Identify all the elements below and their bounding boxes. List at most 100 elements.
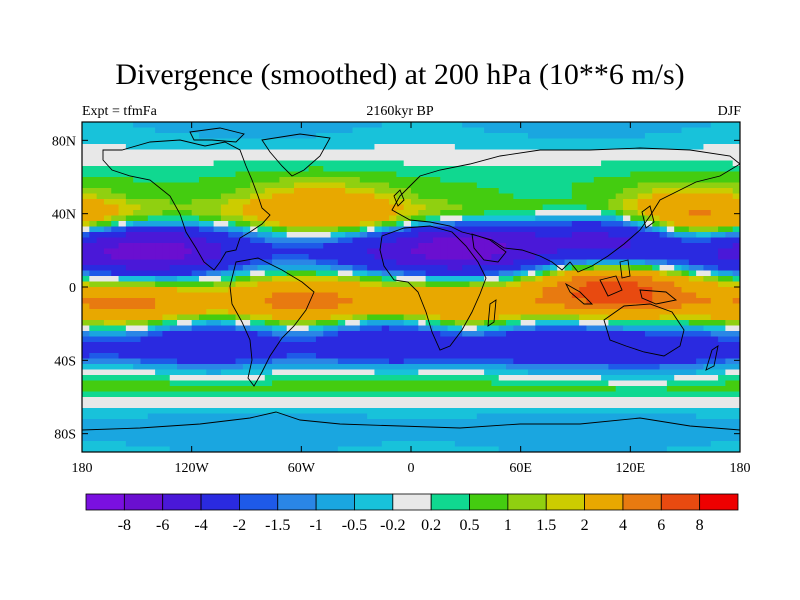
field-cell: [484, 292, 493, 299]
field-cell: [381, 380, 390, 387]
field-cell: [432, 210, 441, 217]
field-cell: [147, 210, 156, 217]
field-cell: [484, 237, 493, 244]
field-cell: [659, 320, 668, 327]
field-cell: [220, 353, 229, 360]
field-cell: [674, 259, 683, 266]
field-cell: [666, 353, 675, 360]
field-cell: [315, 144, 324, 151]
field-cell: [506, 369, 514, 376]
field-cell: [286, 155, 295, 162]
field-cell: [147, 303, 156, 310]
field-cell: [118, 270, 127, 277]
field-cell: [301, 188, 310, 195]
field-cell: [96, 303, 105, 310]
field-cell: [418, 342, 427, 349]
field-cell: [557, 122, 566, 129]
field-cell: [367, 353, 376, 360]
field-cell: [82, 122, 90, 129]
field-cell: [432, 171, 441, 178]
field-cell: [571, 243, 580, 250]
field-cell: [652, 369, 661, 376]
field-cell: [432, 259, 441, 266]
field-cell: [469, 270, 478, 277]
field-cell: [103, 336, 112, 343]
field-cell: [718, 193, 726, 200]
field-cell: [162, 369, 171, 376]
field-cell: [213, 336, 222, 343]
field-cell: [330, 287, 339, 294]
field-cell: [286, 243, 295, 250]
field-cell: [674, 243, 683, 250]
field-cell: [571, 380, 580, 387]
field-cell: [659, 314, 668, 321]
field-cell: [418, 254, 427, 261]
field-cell: [396, 353, 405, 360]
field-cell: [198, 215, 207, 222]
field-cell: [411, 171, 419, 178]
field-cell: [125, 353, 134, 360]
field-cell: [308, 226, 317, 233]
field-cell: [308, 331, 317, 338]
field-cell: [644, 336, 653, 343]
field-cell: [301, 325, 310, 332]
field-cell: [330, 364, 339, 371]
field-cell: [432, 336, 441, 343]
field-cell: [710, 298, 719, 305]
field-cell: [345, 144, 354, 151]
field-cell: [674, 276, 683, 283]
field-cell: [513, 380, 522, 387]
field-cell: [235, 292, 244, 299]
field-cell: [257, 155, 266, 162]
field-cell: [557, 193, 566, 200]
field-cell: [286, 199, 295, 206]
field-cell: [228, 424, 237, 431]
field-cell: [571, 331, 580, 338]
field-cell: [520, 215, 529, 222]
field-cell: [535, 419, 544, 426]
field-cell: [213, 287, 222, 294]
field-cell: [103, 177, 112, 184]
field-cell: [286, 298, 295, 305]
field-cell: [586, 221, 595, 228]
field-cell: [718, 160, 726, 167]
field-cell: [491, 276, 500, 283]
field-cell: [264, 160, 273, 167]
field-cell: [476, 419, 485, 426]
field-cell: [257, 380, 266, 387]
field-cell: [103, 199, 112, 206]
field-cell: [630, 193, 639, 200]
field-cell: [666, 336, 675, 343]
field-cell: [564, 380, 573, 387]
field-cell: [250, 320, 259, 327]
field-cell: [527, 199, 536, 206]
field-cell: [118, 369, 127, 376]
field-cell: [710, 314, 719, 321]
field-cell: [118, 237, 127, 244]
field-cell: [169, 259, 178, 266]
field-cell: [666, 270, 675, 277]
field-cell: [133, 160, 142, 167]
field-cell: [220, 226, 229, 233]
field-cell: [447, 149, 456, 156]
field-cell: [447, 413, 456, 420]
field-cell: [513, 402, 522, 409]
field-cell: [242, 215, 251, 222]
field-cell: [432, 160, 441, 167]
field-cell: [615, 419, 624, 426]
field-cell: [286, 160, 295, 167]
field-cell: [454, 353, 463, 360]
field-cell: [155, 204, 164, 211]
field-cell: [564, 265, 573, 272]
field-cell: [454, 287, 463, 294]
field-cell: [191, 122, 200, 129]
field-cell: [359, 336, 368, 343]
field-cell: [228, 353, 237, 360]
field-cell: [352, 424, 361, 431]
field-cell: [688, 138, 697, 145]
field-cell: [228, 369, 237, 376]
field-cell: [615, 375, 624, 382]
field-cell: [162, 303, 171, 310]
field-cell: [374, 138, 383, 145]
field-cell: [184, 380, 193, 387]
